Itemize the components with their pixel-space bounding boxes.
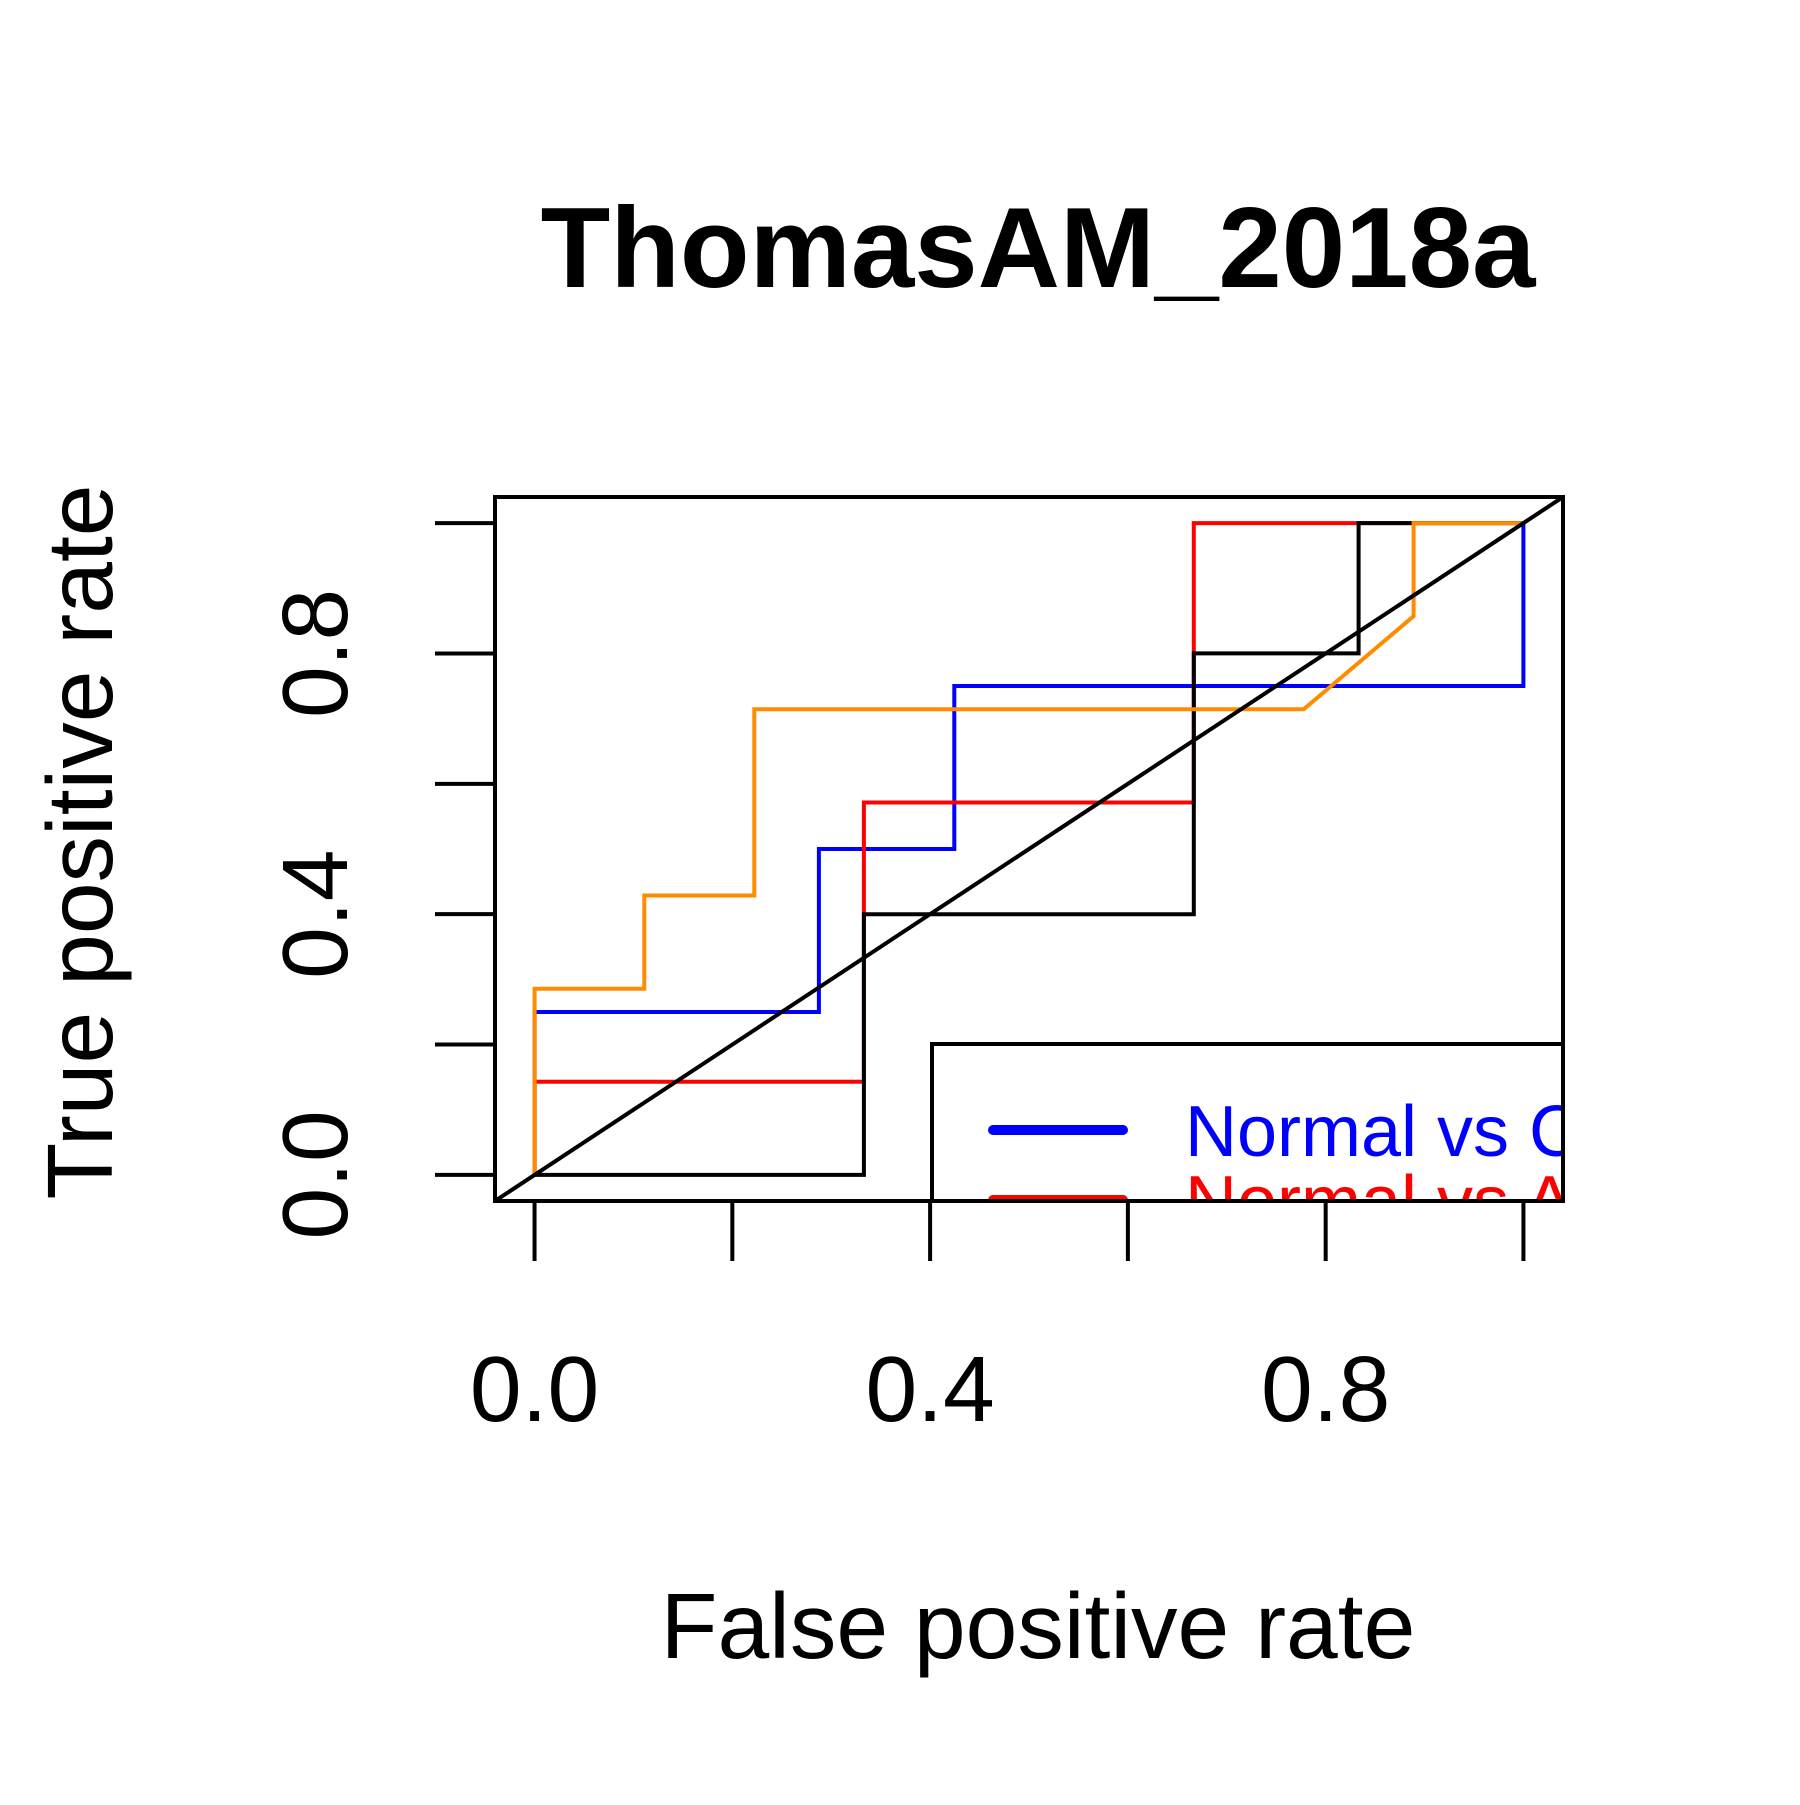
- roc-series-3: [534, 521, 1524, 1177]
- legend-label-2: Normal vs A: [1185, 1162, 1573, 1242]
- legend: Normal vs CNormal vs A: [930, 1042, 1581, 1242]
- plot-border: [493, 495, 1565, 1203]
- x-tick-label-0: 0.0: [470, 1337, 599, 1441]
- roc-series-4: [532, 521, 1524, 1175]
- y-tick-label-2: 0.4: [263, 850, 367, 979]
- y-tick-label-4: 0.8: [263, 589, 367, 718]
- diagonal-reference-line: [495, 497, 1563, 1201]
- legend-label-1: Normal vs C: [1185, 1092, 1581, 1172]
- plot-area: Normal vs CNormal vs A 0.0 0.4 0.8 0.0 0.4 0.8: [263, 495, 1581, 1441]
- x-tick-label-2: 0.4: [865, 1337, 994, 1441]
- chart-title: ThomasAM_2018a: [541, 185, 1537, 312]
- roc-series-1: [532, 523, 1526, 1175]
- y-tick-label-0: 0.0: [263, 1110, 367, 1239]
- plot-clip-group: Normal vs CNormal vs A: [495, 497, 1581, 1242]
- y-axis-label: True positive rate: [28, 484, 132, 1199]
- x-axis-label: False positive rate: [661, 1574, 1416, 1678]
- legend-box: [930, 1042, 1563, 1201]
- x-tick-label-4: 0.8: [1261, 1337, 1390, 1441]
